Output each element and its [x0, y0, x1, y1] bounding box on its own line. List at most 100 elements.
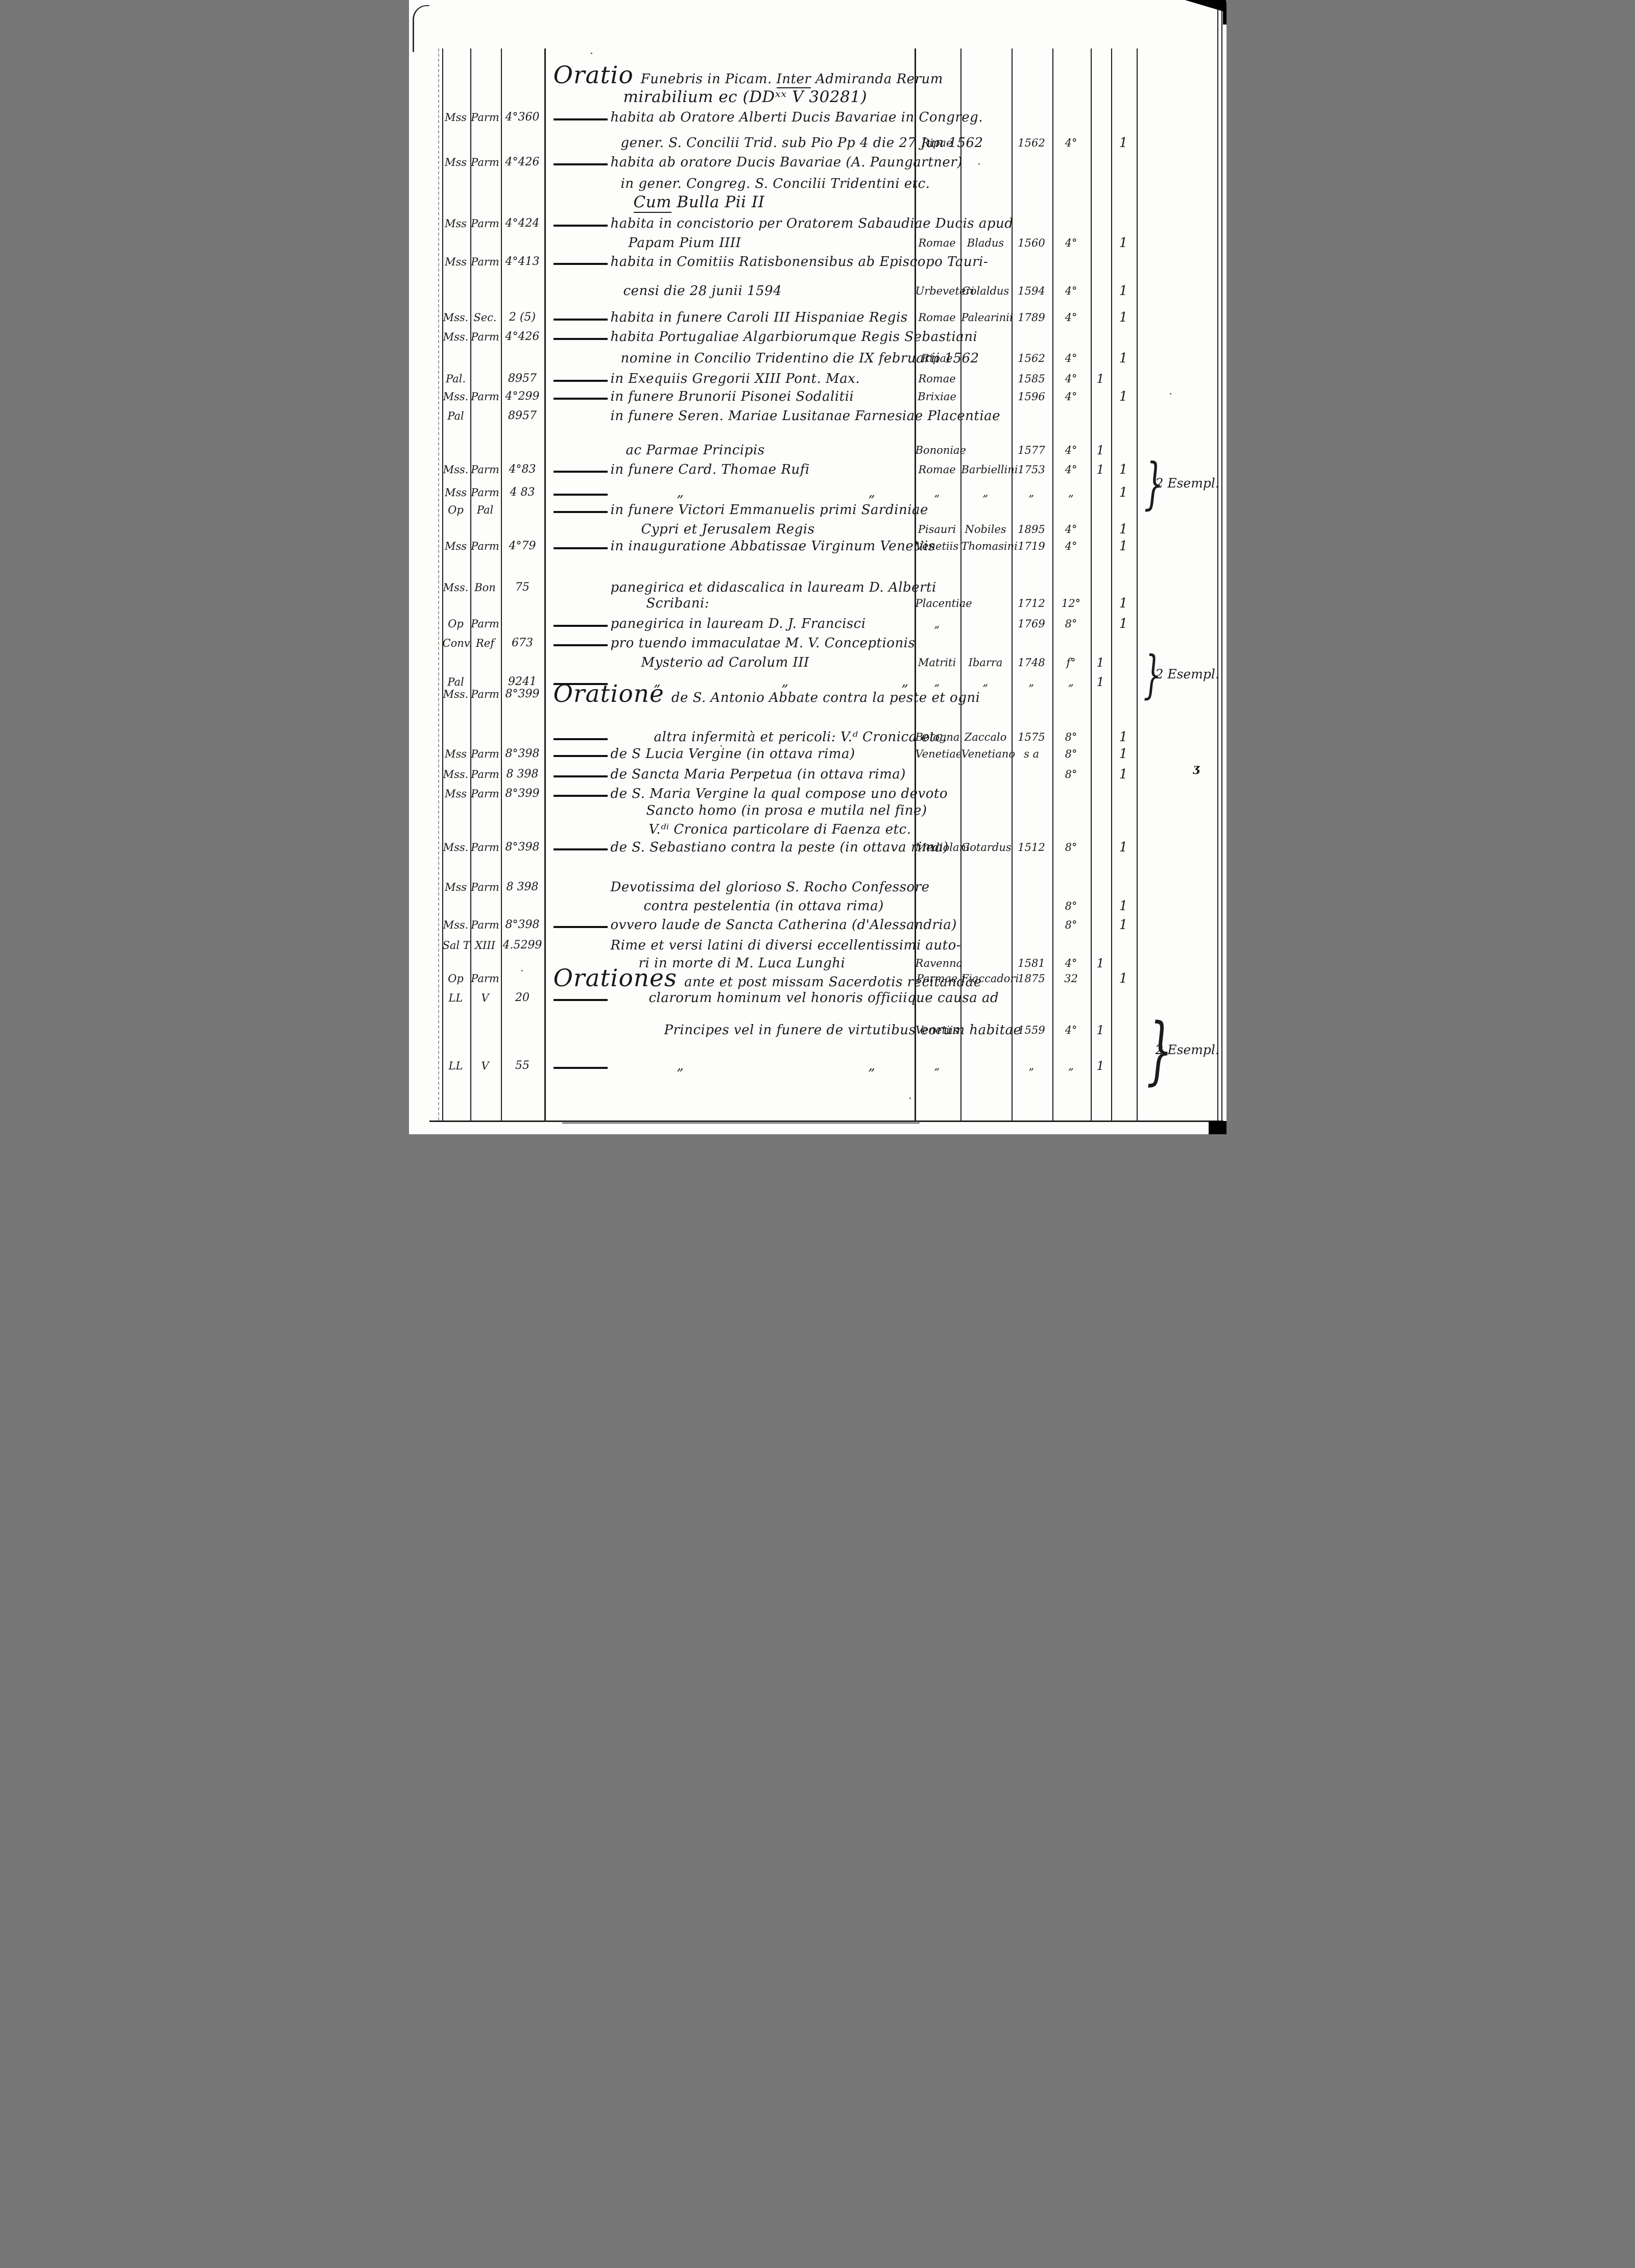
page-right-edge-rule [1217, 0, 1218, 1134]
fondo-cell: Mss. [443, 919, 469, 931]
shelfmark-cell: 75 [515, 581, 530, 594]
format-cell: 8° [1065, 841, 1077, 853]
entry-line: Scribani: Placentiae 1712 12° 1 [409, 592, 1227, 615]
printer-cell: Colaldus [961, 285, 1009, 297]
count1-cell: 1 [1096, 956, 1104, 970]
dash-leader [553, 471, 608, 473]
ditto-mark: „ [868, 1058, 875, 1074]
year-cell: 1753 [1018, 464, 1045, 476]
entry-line: ri in morte di M. Luca Lunghi Ravenna 1581… [409, 952, 1227, 974]
year-cell: 1895 [1018, 523, 1045, 535]
year-cell: 1585 [1018, 373, 1045, 385]
fondo-cell: Mss [444, 486, 467, 499]
fondo-cell: Mss. [443, 688, 469, 700]
brace-label: 2 Esempl. [1155, 1042, 1219, 1057]
count1-cell: 1 [1096, 655, 1104, 670]
entry-text: Mysterio ad Carolum III [641, 655, 809, 670]
entry-line: Mss. Parm 8°398 ovvero laude de Sancta Cath… [409, 914, 1227, 936]
shelfmark-cell: 2 (5̄) [509, 311, 536, 324]
ditto-mark: „ [781, 674, 788, 690]
entry-text: panegirica in lauream D. J. Francisci [610, 616, 866, 631]
dash-leader [553, 755, 608, 757]
count2-cell: 1 [1119, 522, 1128, 537]
entry-line: V.ᵈⁱ Cronica particolare di Faenza etc. [409, 818, 1227, 841]
count2-cell: 1 [1119, 235, 1128, 251]
shelfmark-cell: 4°426 [505, 330, 540, 343]
entry-opening-word: Oratio [553, 61, 634, 89]
entry-text: gener. S. Concilii Trid. sub Pio Pp 4 di… [620, 135, 983, 151]
entry-text: Cypri et Jerusalem Regis [641, 522, 815, 537]
fondo-cell: Op [448, 618, 464, 630]
entry-line: contra pestelentia (in ottava rima) 8° 1 [409, 895, 1227, 917]
column-rule [442, 48, 443, 1120]
entry-text: habita ab oratore Ducis Bavariae (A. Pau… [610, 155, 963, 170]
place-cell: Romae [918, 237, 956, 249]
count2-cell: 1 [1119, 310, 1128, 325]
entry-text: altra infermità et pericoli: V.ᵈ Cronica… [654, 729, 948, 745]
count2-cell: 1 [1119, 840, 1128, 855]
printer-cell: Palearinii [961, 311, 1013, 324]
printer-cell: Gotardus [961, 841, 1012, 853]
printer-cell: Bladus [967, 237, 1004, 249]
printer-cell: „ [982, 486, 989, 499]
place-cell: Parmae [916, 972, 958, 985]
place-cell: Pisauri [918, 523, 956, 535]
year-cell: 1596 [1018, 391, 1045, 403]
fondo-cell: Mss. [443, 464, 469, 476]
entry-line: Mss Parm 8°399 de S. Maria Vergine la qual … [409, 783, 1227, 805]
shelfmark-cell: 8 398 [506, 768, 539, 781]
year-cell: 1789 [1018, 311, 1045, 324]
entry-line: Op Parm Orationes ante et post missam Sacer… [409, 966, 1227, 990]
entry-line: Mss Parm 8°398 de S Lucia Vergine (in ottav… [409, 743, 1227, 765]
format-cell: 8° [1065, 748, 1077, 760]
fondo-cell: Pal. [445, 373, 466, 385]
entry-line: LL V 55 „ „ „ „ „ 1 [409, 1055, 1227, 1077]
entry-text: habita ab Oratore Alberti Ducis Bavariae… [610, 110, 983, 125]
entry-text: ac Parmae Principis [626, 443, 765, 458]
dash-leader [553, 118, 608, 120]
printer-cell: Venetiano [961, 748, 1015, 760]
place-cell: Bologna [915, 731, 960, 743]
page-right-edge-rule [1221, 0, 1222, 1134]
place-cell: Placentiae [915, 597, 972, 609]
entry-text: in funere Brunorii Pisonei Sodalitii [610, 389, 854, 404]
ditto-mark: „ [677, 1058, 684, 1074]
entry-line: Mss. Parm 8°399 Oratione de S. Antonio Abbat… [409, 682, 1227, 706]
column-rule [544, 48, 546, 1120]
fondo-cell: Mss. [443, 768, 469, 781]
fondo-cell: Mss [444, 156, 467, 168]
scan-corner-wedge-artifact [1185, 0, 1227, 12]
year-cell: 1562 [1018, 137, 1045, 149]
entry-line: Principes vel in funere de virtutibus eo… [409, 1019, 1227, 1041]
printer-cell: Barbiellini [961, 464, 1018, 476]
series-cell: Parm [471, 540, 499, 552]
fondo-cell: Conv. [442, 637, 472, 649]
column-rule [470, 48, 471, 1120]
ditto-mark: „ [868, 485, 875, 500]
dash-leader [553, 319, 608, 321]
entry-line: Pal 8957 in funere Seren. Mariae Lusitanae… [409, 405, 1227, 427]
brace-glyph: } [1143, 645, 1161, 704]
count2-cell: 1 [1119, 485, 1128, 500]
entry-line: Mss Parm 8 398 Devotissima del glorioso S. … [409, 876, 1227, 898]
entry-text: ovvero laude de Sancta Catherina (d'Ales… [610, 917, 957, 933]
format-cell: 8° [1065, 768, 1077, 781]
place-cell: Ripae [921, 137, 953, 149]
place-cell: Matriti [918, 656, 956, 669]
underlined-word: Cum [633, 193, 672, 213]
entry-text: in funere Victori Emmanuelis primi Sardi… [610, 502, 928, 518]
ditto-mark: „ [901, 674, 908, 690]
series-cell: Pal [476, 504, 494, 516]
format-cell: 4° [1065, 464, 1077, 476]
entry-line: Op Parm panegirica in lauream D. J. Franci… [409, 613, 1227, 635]
entry-text: in inauguratione Abbatissae Virginum Ven… [610, 539, 935, 554]
column-rule [1090, 48, 1092, 1120]
entry-text: Sancto homo (in prosa e mutila nel fine) [646, 803, 927, 818]
entry-line: mirabilium ec (DDˣˣ V 30281) [409, 86, 1227, 108]
entry-line: Mss. Parm 4°299 in funere Brunorii Pisonei … [409, 385, 1227, 408]
fondo-cell: Mss [444, 748, 467, 760]
fondo-cell: Mss. [443, 311, 469, 324]
place-cell: Venetiae [915, 748, 963, 760]
entry-line: Cypri et Jerusalem Regis Pisauri Nobiles 18… [409, 518, 1227, 541]
entry-text: panegirica et didascalica in lauream D. … [610, 580, 936, 595]
